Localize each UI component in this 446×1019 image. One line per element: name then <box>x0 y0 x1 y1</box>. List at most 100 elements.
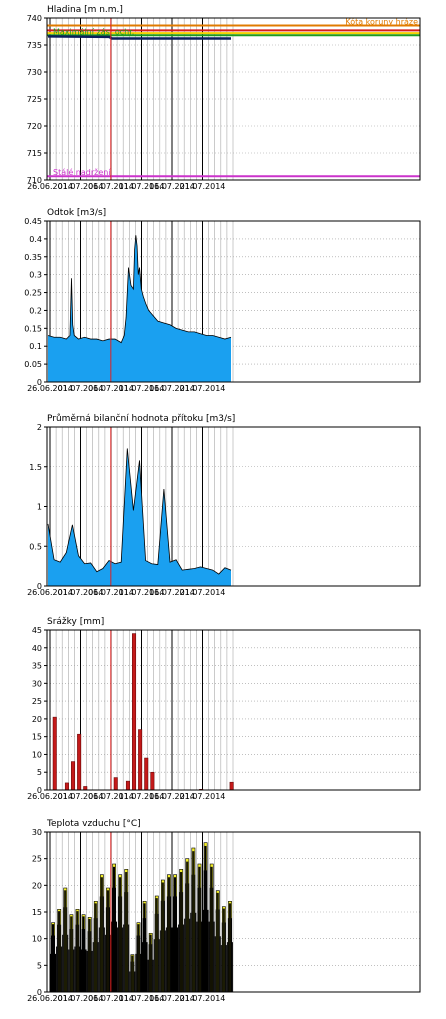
temp-hourly-bar <box>148 944 150 992</box>
temp-hourly-bar <box>74 946 76 992</box>
temp-hourly-bar <box>166 896 168 992</box>
temp-hourly-bar <box>58 911 60 992</box>
y-tick-label: 0.45 <box>24 217 42 226</box>
precip-bar <box>138 729 143 791</box>
temp-hourly-bar <box>98 927 100 992</box>
area-fill <box>48 235 231 382</box>
temp-hourly-bar <box>202 909 204 992</box>
x-tick-label: 26.06.2014 <box>27 588 73 597</box>
temp-hourly-bar <box>73 949 75 992</box>
temp-hourly-bar <box>111 921 112 992</box>
temp-hourly-bar <box>163 900 165 992</box>
temp-hourly-bar <box>196 921 198 992</box>
chart-title: Teplota vzduchu [°C] <box>46 819 141 829</box>
temp-hourly-bar <box>197 887 199 992</box>
y-tick-label: 0 <box>37 988 42 997</box>
temp-hourly-bar <box>157 913 159 992</box>
y-tick-label: 740 <box>27 14 42 23</box>
temp-hourly-bar <box>159 930 161 992</box>
temp-hourly-bar <box>222 908 224 992</box>
y-tick-label: 0.1 <box>29 342 42 351</box>
temp-hourly-bar <box>141 942 143 992</box>
temp-hourly-bar <box>124 892 126 992</box>
y-tick-label: 710 <box>27 176 42 185</box>
temp-hourly-bar <box>174 877 175 992</box>
temp-hourly-bar <box>183 924 185 992</box>
y-tick-label: 0.25 <box>24 289 42 298</box>
precip-bar <box>132 633 137 791</box>
precip-bar <box>52 716 57 791</box>
precip-bar <box>144 757 149 791</box>
temp-hourly-bar <box>151 944 153 992</box>
area-outline <box>47 448 232 575</box>
temp-hourly-bar <box>130 961 132 992</box>
precip-bar <box>150 771 155 791</box>
temp-hourly-bar <box>128 924 130 992</box>
y-tick-label: 735 <box>27 41 42 50</box>
temp-hourly-bar <box>176 896 177 992</box>
y-tick-label: 730 <box>27 68 42 77</box>
temp-hourly-bar <box>191 874 193 992</box>
temp-hourly-bar <box>186 861 188 992</box>
temp-hourly-bar <box>106 890 108 992</box>
temp-hourly-bar <box>113 866 114 992</box>
temp-hourly-bar <box>144 903 146 992</box>
temp-hourly-bar <box>132 955 134 992</box>
temp-hourly-bar <box>152 959 154 992</box>
temp-hourly-bar <box>213 921 215 992</box>
temp-hourly-bar <box>209 887 211 992</box>
temp-hourly-bar <box>61 946 63 992</box>
temp-hourly-bar <box>170 927 172 992</box>
temp-hourly-bar <box>72 929 74 992</box>
panel-3: Průměrná bilanční hodnota přítoku [m3/s]… <box>27 413 421 597</box>
temp-hourly-bar <box>137 924 139 992</box>
temp-hourly-bar <box>65 890 67 992</box>
temp-hourly-bar <box>149 934 151 992</box>
temp-hourly-bar <box>64 890 66 992</box>
temp-hourly-bar <box>102 896 104 992</box>
x-tick-label: 26.06.2014 <box>27 384 73 393</box>
temp-hourly-bar <box>96 918 98 992</box>
y-tick-label: 0.4 <box>29 235 42 244</box>
y-tick-label: 715 <box>27 149 42 158</box>
y-tick-label: 10 <box>32 935 42 944</box>
temp-hourly-bar <box>69 929 71 992</box>
temp-hourly-bar <box>91 950 93 992</box>
temp-hourly-bar <box>203 870 205 992</box>
temp-hourly-bar <box>228 903 230 992</box>
temp-hourly-bar <box>218 909 220 992</box>
temp-hourly-bar <box>119 877 121 992</box>
temp-hourly-bar <box>101 877 103 992</box>
x-tick-label: 16.07.2014 <box>149 588 195 597</box>
x-tick-label: 21.07.2014 <box>180 588 226 597</box>
y-tick-label: 30 <box>32 679 42 688</box>
temp-hourly-bar <box>112 887 113 992</box>
y-tick-label: 720 <box>27 122 42 131</box>
temp-hourly-bar <box>230 918 232 992</box>
temp-hourly-bar <box>123 924 125 992</box>
y-tick-label: 1 <box>37 503 42 512</box>
temp-hourly-bar <box>154 913 156 992</box>
temp-hourly-bar <box>217 892 219 992</box>
chart-title: Srážky [mm] <box>47 617 104 627</box>
chart-title: Průměrná bilanční hodnota přítoku [m3/s] <box>47 413 235 424</box>
temp-hourly-bar <box>134 971 136 992</box>
temp-hourly-bar <box>68 949 70 992</box>
temp-hourly-bar <box>95 903 97 992</box>
y-tick-label: 0.15 <box>24 324 42 333</box>
temp-hourly-bar <box>145 918 147 992</box>
temp-hourly-bar <box>192 851 194 992</box>
y-tick-label: 0.35 <box>24 253 42 262</box>
temp-hourly-bar <box>181 872 183 992</box>
y-tick-label: 725 <box>27 95 42 104</box>
temp-hourly-bar <box>54 935 55 992</box>
plot-frame <box>46 220 421 383</box>
temp-hourly-bar <box>76 911 78 992</box>
x-tick-label: 11.07.2014 <box>119 182 165 191</box>
y-tick-label: 45 <box>32 626 42 635</box>
temp-hourly-bar <box>140 953 142 992</box>
x-tick-label: 26.06.2014 <box>27 994 73 1003</box>
y-tick-label: 2 <box>37 423 42 432</box>
temp-hourly-bar <box>125 872 127 992</box>
